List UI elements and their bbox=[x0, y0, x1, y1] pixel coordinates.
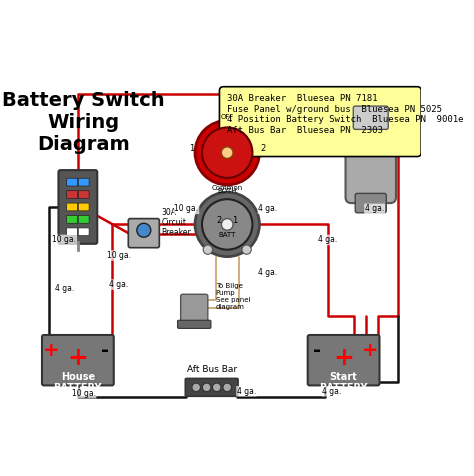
FancyBboxPatch shape bbox=[78, 228, 89, 236]
Text: Common: Common bbox=[211, 186, 243, 191]
Circle shape bbox=[242, 245, 251, 254]
Circle shape bbox=[221, 218, 233, 230]
Circle shape bbox=[137, 223, 151, 237]
FancyBboxPatch shape bbox=[181, 294, 208, 325]
FancyBboxPatch shape bbox=[67, 203, 77, 211]
Text: 4 ga.: 4 ga. bbox=[237, 387, 256, 396]
Circle shape bbox=[192, 383, 201, 392]
Text: +: + bbox=[362, 341, 379, 360]
FancyBboxPatch shape bbox=[308, 335, 380, 386]
Text: -: - bbox=[101, 341, 109, 360]
FancyBboxPatch shape bbox=[353, 106, 388, 129]
Circle shape bbox=[221, 147, 233, 159]
Text: OFF: OFF bbox=[220, 114, 234, 119]
FancyBboxPatch shape bbox=[78, 191, 89, 198]
FancyBboxPatch shape bbox=[185, 378, 238, 397]
Text: 10 ga.: 10 ga. bbox=[72, 389, 96, 397]
Text: Aft Bus Bar: Aft Bus Bar bbox=[187, 365, 237, 374]
Circle shape bbox=[195, 192, 259, 257]
Text: 4 ga.: 4 ga. bbox=[365, 204, 384, 213]
Text: 4 ga.: 4 ga. bbox=[55, 284, 74, 293]
FancyBboxPatch shape bbox=[67, 228, 77, 236]
FancyBboxPatch shape bbox=[219, 87, 421, 157]
FancyBboxPatch shape bbox=[67, 216, 77, 223]
FancyBboxPatch shape bbox=[78, 203, 89, 211]
Text: +: + bbox=[67, 346, 88, 370]
Circle shape bbox=[203, 245, 212, 254]
Text: 10 ga.: 10 ga. bbox=[52, 236, 76, 245]
FancyBboxPatch shape bbox=[346, 118, 396, 203]
Text: 4 ga.: 4 ga. bbox=[258, 268, 278, 278]
FancyBboxPatch shape bbox=[128, 218, 159, 248]
FancyBboxPatch shape bbox=[42, 335, 114, 386]
Text: 4 ga.: 4 ga. bbox=[258, 204, 278, 213]
Text: 4 ga.: 4 ga. bbox=[322, 387, 342, 396]
Circle shape bbox=[212, 383, 221, 392]
Text: BATT: BATT bbox=[219, 232, 236, 238]
Text: -: - bbox=[313, 341, 320, 360]
Text: 30A Breaker  Bluesea PN 7181
Fuse Panel w/ground bus  Bluesea PN 5025
4 Position: 30A Breaker Bluesea PN 7181 Fuse Panel w… bbox=[227, 94, 464, 135]
Text: 10 ga.: 10 ga. bbox=[174, 204, 199, 213]
FancyBboxPatch shape bbox=[67, 191, 77, 198]
FancyBboxPatch shape bbox=[355, 193, 386, 213]
Text: 30A
Circuit
Breaker: 30A Circuit Breaker bbox=[161, 208, 191, 238]
Text: 1: 1 bbox=[189, 144, 194, 153]
Text: 4 ga.: 4 ga. bbox=[109, 280, 128, 289]
Text: +: + bbox=[333, 346, 354, 370]
Text: 1: 1 bbox=[232, 216, 237, 225]
Text: 2: 2 bbox=[217, 216, 222, 225]
Circle shape bbox=[223, 383, 231, 392]
Text: BOTH: BOTH bbox=[218, 188, 237, 194]
FancyBboxPatch shape bbox=[178, 320, 211, 328]
Text: +: + bbox=[43, 341, 59, 360]
FancyBboxPatch shape bbox=[78, 178, 89, 186]
FancyBboxPatch shape bbox=[58, 170, 97, 244]
Circle shape bbox=[202, 383, 211, 392]
Text: 10 ga.: 10 ga. bbox=[107, 251, 131, 260]
FancyBboxPatch shape bbox=[67, 178, 77, 186]
FancyBboxPatch shape bbox=[78, 216, 89, 223]
Text: Battery Switch
Wiring
Diagram: Battery Switch Wiring Diagram bbox=[2, 90, 165, 154]
Circle shape bbox=[202, 199, 253, 249]
Circle shape bbox=[202, 128, 253, 178]
Text: Start
BATTERY: Start BATTERY bbox=[319, 372, 368, 394]
Text: To Bilge
Pump
See panel
diagram: To Bilge Pump See panel diagram bbox=[216, 283, 250, 310]
Text: 2: 2 bbox=[260, 144, 265, 153]
Text: House
BATTERY: House BATTERY bbox=[54, 372, 102, 394]
Circle shape bbox=[195, 120, 259, 185]
Text: 4 ga.: 4 ga. bbox=[319, 236, 337, 245]
